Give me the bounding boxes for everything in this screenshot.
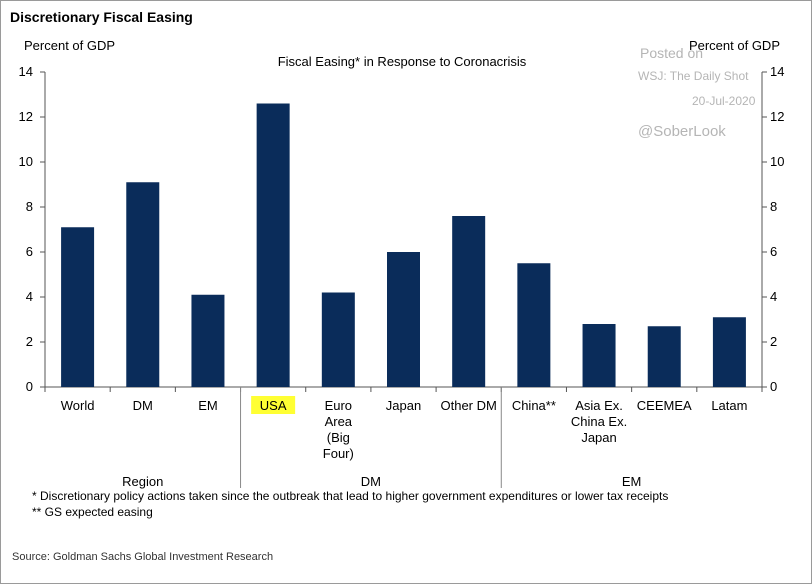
main-title: Discretionary Fiscal Easing — [10, 9, 193, 25]
y-tick-label-left: 0 — [26, 379, 33, 394]
bar-dm — [126, 182, 160, 387]
watermark: Posted on WSJ: The Daily Shot 20-Jul-202… — [638, 45, 756, 140]
group-label-dm: DM — [361, 474, 381, 489]
watermark-source: WSJ: The Daily Shot — [638, 69, 749, 83]
y-tick-label-right: 6 — [770, 244, 777, 259]
y-tick-label-left: 4 — [26, 289, 33, 304]
category-label-asia-ex-china-ex-japan: Asia Ex. — [575, 398, 623, 413]
chart-subtitle: Fiscal Easing* in Response to Coronacris… — [278, 54, 527, 69]
y-tick-label-right: 8 — [770, 199, 777, 214]
category-label-asia-ex-china-ex-japan: Japan — [581, 430, 616, 445]
bars — [61, 103, 746, 387]
bar-latam — [712, 317, 746, 387]
y-tick-label-left: 6 — [26, 244, 33, 259]
category-label-ceemea: CEEMEA — [637, 398, 692, 413]
y-tick-label-left: 10 — [19, 154, 33, 169]
watermark-posted: Posted on — [640, 45, 703, 61]
y-tick-label-right: 12 — [770, 109, 784, 124]
category-label-euro-area-big-four: Four) — [323, 446, 354, 461]
watermark-handle: @SoberLook — [638, 123, 726, 140]
category-label-euro-area-big-four: Euro — [325, 398, 352, 413]
y-tick-label-right: 2 — [770, 334, 777, 349]
category-label-em: EM — [198, 398, 218, 413]
category-label-china: China** — [512, 398, 556, 413]
category-label-world: World — [61, 398, 95, 413]
category-label-euro-area-big-four: Area — [325, 414, 353, 429]
highlight-usa — [251, 396, 296, 414]
y-tick-label-right: 0 — [770, 379, 777, 394]
footnote-2: ** GS expected easing — [32, 505, 153, 519]
y-tick-label-right: 10 — [770, 154, 784, 169]
category-label-euro-area-big-four: (Big — [327, 430, 350, 445]
bar-usa — [256, 103, 290, 387]
bar-world — [61, 227, 95, 387]
group-label-em: EM — [622, 474, 642, 489]
y-axis-label-right: Percent of GDP — [689, 38, 780, 53]
category-label-japan: Japan — [386, 398, 421, 413]
bar-other-dm — [452, 216, 486, 387]
category-label-latam: Latam — [711, 398, 747, 413]
watermark-date: 20-Jul-2020 — [692, 94, 756, 108]
bar-asia-ex-china-ex-japan — [582, 324, 616, 387]
category-label-usa: USA — [260, 398, 287, 413]
category-label-asia-ex-china-ex-japan: China Ex. — [571, 414, 627, 429]
category-label-dm: DM — [133, 398, 153, 413]
axes: 0 0 2 2 4 4 6 6 8 8 10 10 12 12 14 14 Region DM EM — [19, 64, 785, 489]
y-tick-label-right: 4 — [770, 289, 777, 304]
y-tick-label-right: 14 — [770, 64, 784, 79]
y-axis-label-left: Percent of GDP — [24, 38, 115, 53]
bar-japan — [387, 252, 420, 387]
bar-em — [191, 294, 225, 387]
y-tick-label-left: 8 — [26, 199, 33, 214]
y-tick-label-left: 2 — [26, 334, 33, 349]
y-tick-label-left: 12 — [19, 109, 33, 124]
y-tick-label-left: 14 — [19, 64, 33, 79]
bar-ceemea — [647, 326, 681, 387]
footnote-1: * Discretionary policy actions taken sin… — [32, 489, 669, 503]
bar-euro-area-big-four — [321, 292, 355, 387]
source-text: Source: Goldman Sachs Global Investment … — [12, 551, 274, 563]
bar-china — [517, 263, 551, 387]
category-label-other-dm: Other DM — [441, 398, 497, 413]
group-label-region: Region — [122, 474, 163, 489]
